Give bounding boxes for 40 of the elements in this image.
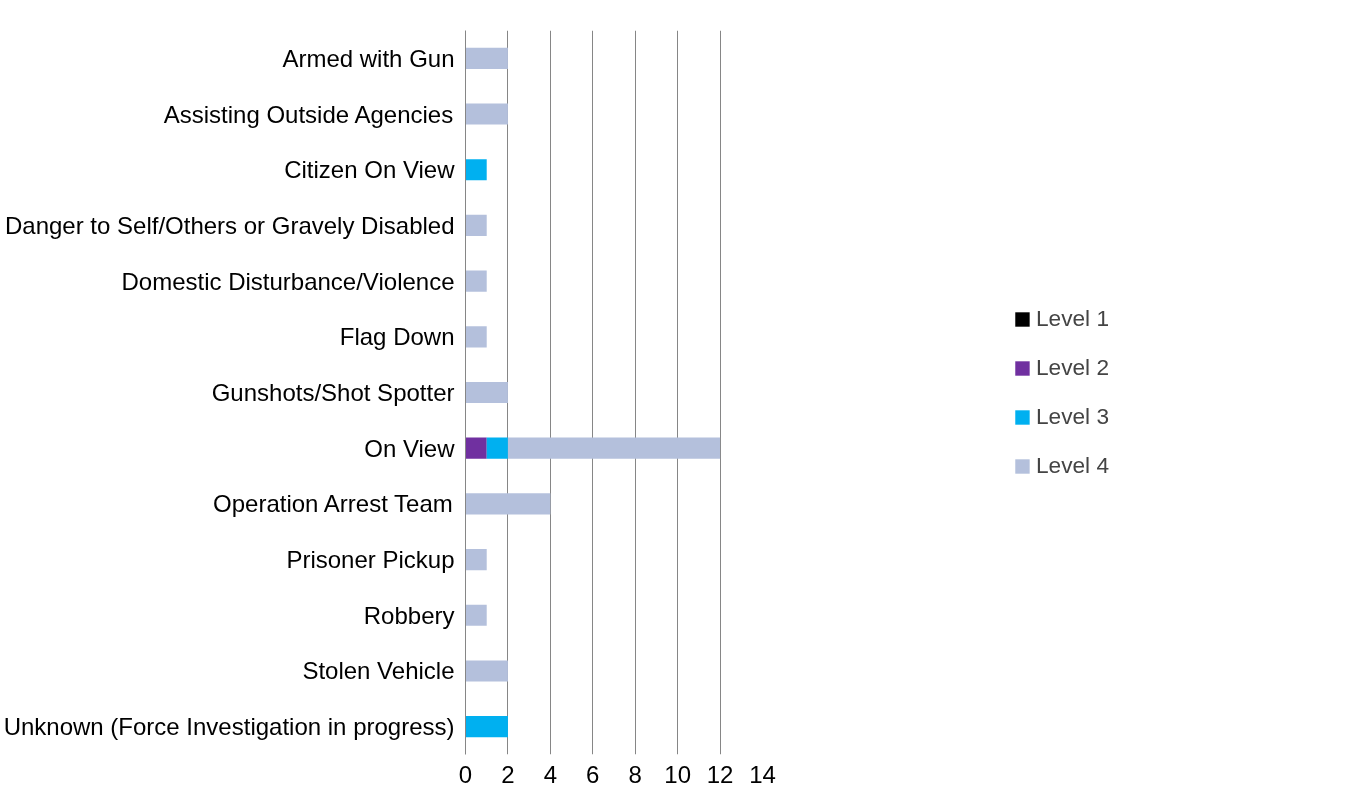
bar [465,47,508,69]
bar [486,437,508,459]
legend-label: Level 4 [1035,452,1110,479]
bar [465,437,487,459]
legend-label: Level 1 [1035,305,1110,332]
y-tick-label: Citizen On View [284,156,456,184]
y-tick-label: On View [364,434,456,462]
x-tick-label: 8 [628,760,642,788]
bar [465,660,508,682]
x-tick-label: 0 [458,760,473,788]
bar [465,326,487,348]
bar [465,493,551,515]
x-tick-label: 14 [749,760,776,788]
x-tick-label: 2 [501,760,515,788]
y-tick-label: Domestic Disturbance/Violence [121,267,455,295]
x-tick-label: 12 [706,760,734,788]
bar [465,214,487,236]
y-tick-label: Armed with Gun [282,44,455,72]
x-tick-label: 6 [586,760,600,788]
y-tick-label: Robbery [363,601,455,629]
bar [465,381,508,404]
x-tick-label: 10 [664,760,691,788]
x-tick-label: 4 [543,760,558,788]
y-tick-label: Gunshots/Shot Spotter [211,379,455,406]
y-tick-label: Unknown (Force Investigation in progress) [3,713,455,741]
y-tick-label: Stolen Vehicle [302,657,455,685]
bar [465,159,487,181]
legend-label: Level 3 [1035,403,1110,430]
bar [465,270,487,292]
bar [465,604,487,626]
y-tick-label: Prisoner Pickup [286,546,455,574]
y-tick-label: Operation Arrest Team [213,490,453,518]
bar [465,716,508,738]
bar [507,437,721,459]
legend-label: Level 2 [1035,354,1110,381]
bar [465,549,487,571]
y-tick-label: Assisting Outside Agencies [163,100,454,128]
bar [465,103,508,125]
y-tick-label: Danger to Self/Others or Gravely Disabled [4,211,455,239]
y-tick-label: Flag Down [339,323,455,351]
